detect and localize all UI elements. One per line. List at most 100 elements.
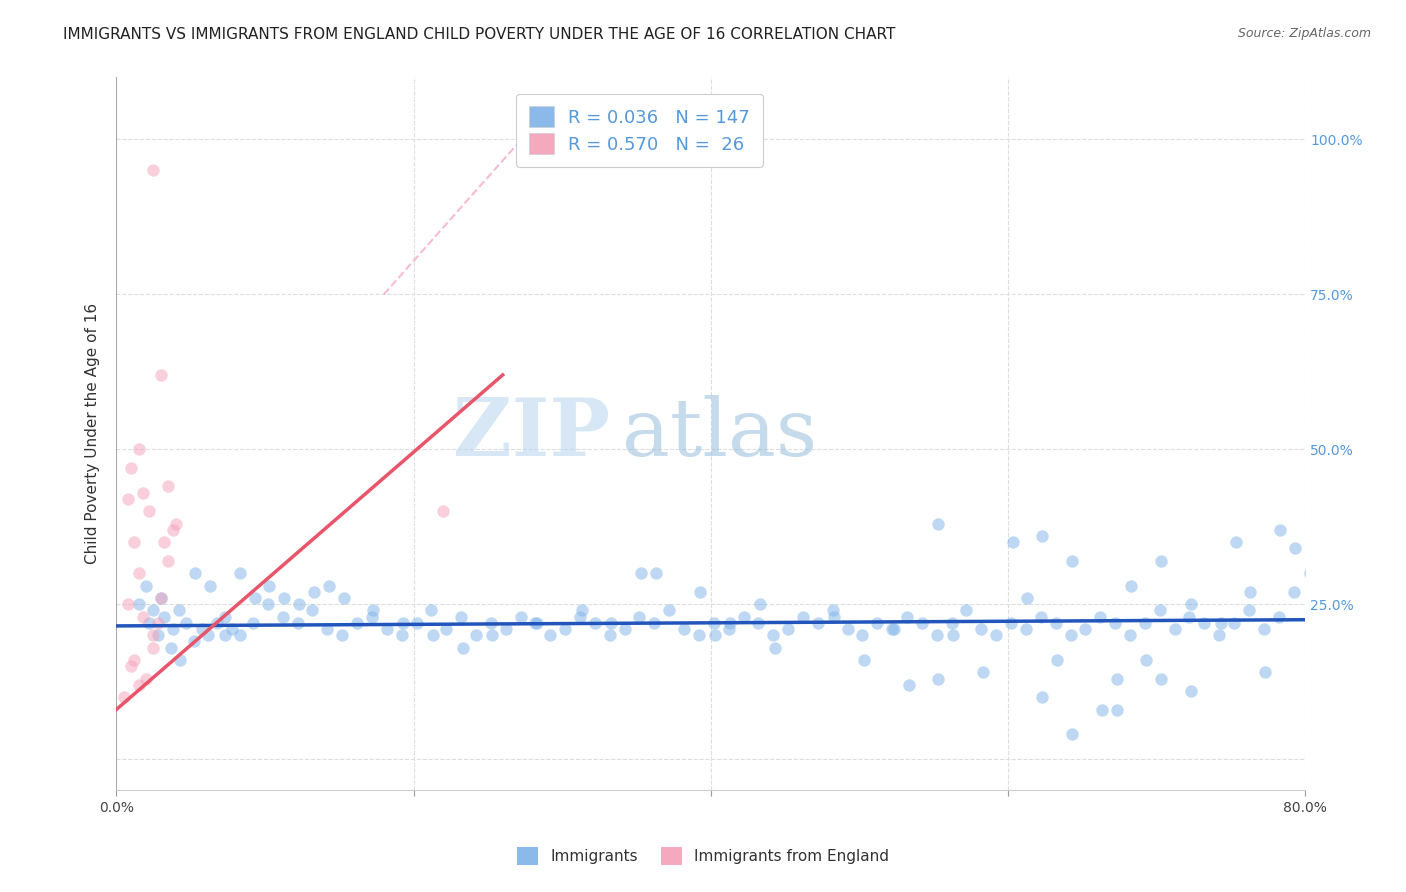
- Point: [1163, 622, 1185, 636]
- Point: [1254, 665, 1277, 680]
- Point: [643, 615, 665, 630]
- Point: [157, 554, 180, 568]
- Point: [970, 622, 993, 636]
- Point: [1059, 628, 1081, 642]
- Point: [689, 584, 711, 599]
- Point: [117, 491, 139, 506]
- Point: [747, 615, 769, 630]
- Point: [1194, 615, 1216, 630]
- Point: [288, 597, 311, 611]
- Point: [302, 584, 325, 599]
- Point: [673, 622, 696, 636]
- Point: [434, 622, 457, 636]
- Point: [1150, 672, 1173, 686]
- Point: [571, 603, 593, 617]
- Point: [132, 609, 155, 624]
- Point: [1074, 622, 1097, 636]
- Point: [198, 579, 221, 593]
- Point: [138, 504, 160, 518]
- Point: [1105, 672, 1128, 686]
- Point: [1180, 684, 1202, 698]
- Point: [1090, 609, 1112, 624]
- Point: [197, 628, 219, 642]
- Point: [273, 591, 295, 605]
- Point: [330, 628, 353, 642]
- Point: [1133, 615, 1156, 630]
- Point: [1091, 702, 1114, 716]
- Point: [1060, 554, 1083, 568]
- Point: [583, 615, 606, 630]
- Point: [287, 615, 309, 630]
- Point: [1223, 615, 1246, 630]
- Point: [316, 622, 339, 636]
- Point: [117, 597, 139, 611]
- Point: [142, 163, 165, 178]
- Point: [600, 615, 623, 630]
- Point: [1017, 591, 1039, 605]
- Point: [630, 566, 652, 581]
- Point: [538, 628, 561, 642]
- Point: [1267, 609, 1289, 624]
- Point: [942, 628, 965, 642]
- Point: [733, 609, 755, 624]
- Point: [1299, 566, 1322, 581]
- Point: [821, 603, 844, 617]
- Point: [228, 566, 250, 581]
- Point: [120, 461, 142, 475]
- Point: [911, 615, 934, 630]
- Point: [160, 640, 183, 655]
- Point: [866, 615, 889, 630]
- Point: [1282, 584, 1305, 599]
- Point: [221, 622, 243, 636]
- Point: [883, 622, 905, 636]
- Point: [986, 628, 1008, 642]
- Point: [162, 523, 184, 537]
- Point: [1000, 615, 1022, 630]
- Point: [599, 628, 621, 642]
- Point: [142, 603, 165, 617]
- Point: [153, 535, 176, 549]
- Point: [495, 622, 517, 636]
- Point: [613, 622, 636, 636]
- Point: [1150, 554, 1173, 568]
- Point: [259, 579, 281, 593]
- Point: [451, 640, 474, 655]
- Point: [450, 609, 472, 624]
- Point: [762, 628, 785, 642]
- Point: [1015, 622, 1038, 636]
- Point: [149, 368, 172, 382]
- Point: [717, 622, 740, 636]
- Point: [142, 640, 165, 655]
- Point: [128, 566, 150, 581]
- Point: [132, 485, 155, 500]
- Point: [432, 504, 454, 518]
- Point: [174, 615, 197, 630]
- Point: [807, 615, 830, 630]
- Point: [465, 628, 488, 642]
- Point: [301, 603, 323, 617]
- Point: [1180, 597, 1202, 611]
- Point: [1209, 615, 1232, 630]
- Point: [149, 591, 172, 605]
- Point: [128, 442, 150, 457]
- Point: [257, 597, 280, 611]
- Text: ZIP: ZIP: [453, 395, 610, 473]
- Point: [375, 622, 398, 636]
- Point: [128, 597, 150, 611]
- Point: [1121, 579, 1143, 593]
- Point: [479, 615, 502, 630]
- Point: [1105, 702, 1128, 716]
- Point: [925, 628, 948, 642]
- Point: [165, 516, 187, 531]
- Text: IMMIGRANTS VS IMMIGRANTS FROM ENGLAND CHILD POVERTY UNDER THE AGE OF 16 CORRELAT: IMMIGRANTS VS IMMIGRANTS FROM ENGLAND CH…: [63, 27, 896, 42]
- Legend: Immigrants, Immigrants from England: Immigrants, Immigrants from England: [510, 841, 896, 871]
- Point: [191, 622, 214, 636]
- Point: [361, 609, 384, 624]
- Point: [1253, 622, 1275, 636]
- Point: [183, 634, 205, 648]
- Point: [157, 479, 180, 493]
- Point: [138, 615, 160, 630]
- Point: [146, 615, 169, 630]
- Point: [837, 622, 859, 636]
- Point: [1031, 690, 1053, 705]
